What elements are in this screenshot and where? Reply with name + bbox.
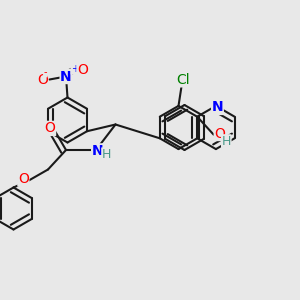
Text: O: O — [45, 122, 56, 135]
Text: O: O — [18, 172, 29, 186]
Text: -: - — [44, 67, 47, 77]
Text: +: + — [71, 64, 79, 74]
Text: N: N — [212, 100, 223, 114]
Text: O: O — [214, 127, 225, 140]
Text: Cl: Cl — [176, 73, 190, 87]
Text: N: N — [92, 144, 103, 158]
Text: H: H — [222, 135, 231, 148]
Text: O: O — [77, 63, 88, 76]
Text: H: H — [102, 148, 111, 161]
Text: N: N — [60, 70, 72, 83]
Text: O: O — [37, 73, 48, 86]
